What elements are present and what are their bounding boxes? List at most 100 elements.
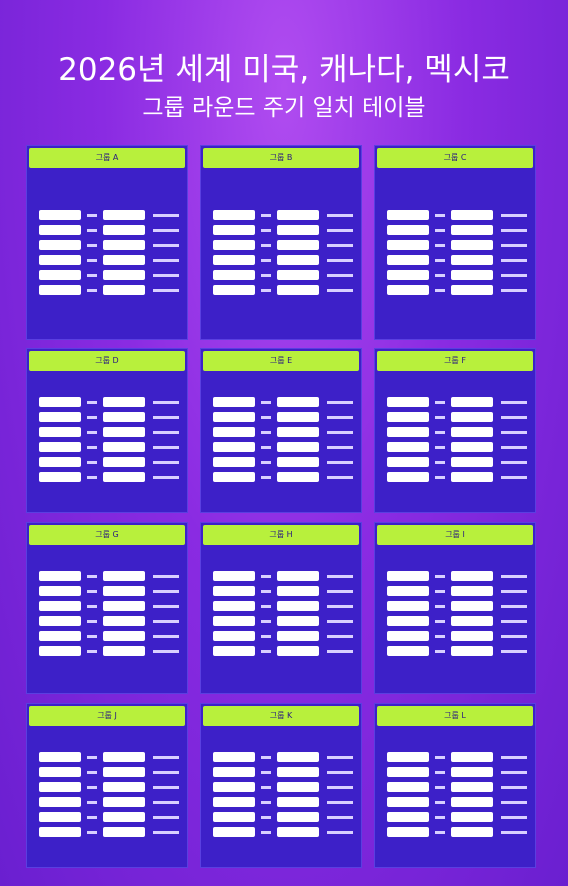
match-date <box>501 243 527 247</box>
versus <box>261 755 271 759</box>
team-box <box>451 601 493 611</box>
team-box <box>103 752 145 762</box>
match-row <box>39 397 187 407</box>
match-row <box>39 646 187 656</box>
team-box <box>277 586 319 596</box>
team-box <box>103 210 145 220</box>
match-row <box>387 457 535 467</box>
group-header: 그룹 A <box>29 148 185 168</box>
group-header: 그룹 G <box>29 525 185 545</box>
match-date <box>501 228 527 232</box>
match-date <box>327 400 353 404</box>
group-panel: 그룹 D <box>26 348 188 513</box>
team-box <box>39 472 81 482</box>
match-date <box>153 619 179 623</box>
match-row <box>387 752 535 762</box>
team-box <box>451 767 493 777</box>
match-date <box>327 800 353 804</box>
team-box <box>103 457 145 467</box>
group-header: 그룹 C <box>377 148 533 168</box>
team-box <box>451 631 493 641</box>
match-row <box>213 601 361 611</box>
match-date <box>327 273 353 277</box>
match-date <box>153 213 179 217</box>
team-box <box>103 240 145 250</box>
team-box <box>277 767 319 777</box>
team-box <box>213 285 255 295</box>
versus <box>87 649 97 653</box>
match-date <box>501 273 527 277</box>
team-box <box>451 285 493 295</box>
team-box <box>387 472 429 482</box>
match-row <box>213 797 361 807</box>
versus <box>435 273 445 277</box>
match-date <box>153 430 179 434</box>
versus <box>435 619 445 623</box>
team-box <box>277 812 319 822</box>
team-box <box>103 646 145 656</box>
versus <box>261 288 271 292</box>
match-date <box>327 288 353 292</box>
match-row <box>387 285 535 295</box>
team-box <box>103 812 145 822</box>
match-row <box>213 782 361 792</box>
team-box <box>451 457 493 467</box>
team-box <box>451 827 493 837</box>
team-box <box>277 571 319 581</box>
team-box <box>277 240 319 250</box>
team-box <box>451 797 493 807</box>
team-box <box>387 646 429 656</box>
team-box <box>39 240 81 250</box>
versus <box>435 288 445 292</box>
match-row <box>213 767 361 777</box>
versus <box>261 400 271 404</box>
team-box <box>387 752 429 762</box>
group-header: 그룹 E <box>203 351 359 371</box>
team-box <box>213 255 255 265</box>
team-box <box>213 442 255 452</box>
versus <box>87 830 97 834</box>
versus <box>261 574 271 578</box>
versus <box>261 445 271 449</box>
team-box <box>277 210 319 220</box>
team-box <box>213 767 255 777</box>
team-box <box>39 767 81 777</box>
team-box <box>39 631 81 641</box>
team-box <box>387 442 429 452</box>
match-row <box>39 752 187 762</box>
team-box <box>213 225 255 235</box>
match-row <box>39 240 187 250</box>
team-box <box>103 827 145 837</box>
versus <box>261 785 271 789</box>
match-date <box>153 460 179 464</box>
team-box <box>213 472 255 482</box>
versus <box>435 400 445 404</box>
versus <box>87 755 97 759</box>
match-date <box>327 445 353 449</box>
versus <box>435 649 445 653</box>
versus <box>435 815 445 819</box>
versus <box>435 604 445 608</box>
match-row <box>387 586 535 596</box>
match-date <box>327 574 353 578</box>
match-row <box>213 442 361 452</box>
team-box <box>387 827 429 837</box>
team-box <box>387 210 429 220</box>
team-box <box>39 397 81 407</box>
group-panel: 그룹 I <box>374 522 536 694</box>
team-box <box>39 752 81 762</box>
match-date <box>153 634 179 638</box>
team-box <box>277 472 319 482</box>
team-box <box>103 601 145 611</box>
match-date <box>153 815 179 819</box>
match-row <box>39 442 187 452</box>
match-row <box>387 782 535 792</box>
team-box <box>103 255 145 265</box>
match-date <box>153 415 179 419</box>
team-box <box>451 752 493 762</box>
team-box <box>213 571 255 581</box>
versus <box>261 815 271 819</box>
versus <box>261 415 271 419</box>
group-panel: 그룹 E <box>200 348 362 513</box>
match-row <box>213 827 361 837</box>
